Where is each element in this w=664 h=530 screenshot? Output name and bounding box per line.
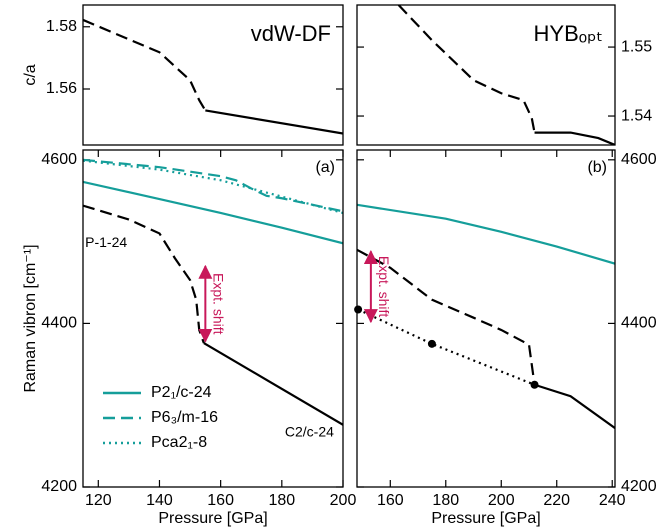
legend-label: Pca2₁-8 [151, 434, 207, 451]
legend-label: P2₁/c-24 [151, 384, 212, 401]
x-axis-label: Pressure [GPa] [158, 510, 267, 527]
series-line [397, 5, 536, 133]
shift-label: Expt. shift [211, 273, 227, 335]
legend-label: P6₃/m-16 [151, 409, 218, 426]
y-tick-label: 4400 [621, 315, 657, 332]
panel-title: (b) [587, 159, 607, 176]
series-line [83, 18, 207, 112]
y-tick-label: 4600 [41, 151, 77, 168]
y-tick-label: 4600 [621, 151, 657, 168]
panel: 1.54 1.55 HYBₒₚₜ [356, 4, 652, 146]
y-tick-label: 1.55 [621, 38, 652, 55]
y-axis-label: c/a [22, 64, 39, 85]
series-line [83, 180, 343, 245]
y-tick-label: 4400 [41, 315, 77, 332]
x-axis-label: Pressure [GPa] [431, 510, 540, 527]
series-line [83, 159, 343, 215]
data-point [530, 380, 539, 389]
y-tick-label: 4200 [41, 478, 77, 495]
x-tick-label: 120 [85, 492, 112, 509]
plot-frame [82, 149, 344, 488]
series-line [83, 204, 205, 344]
x-tick-label: 200 [330, 492, 357, 509]
series-line [205, 109, 343, 135]
series-line [534, 131, 615, 145]
panel: 4200 4400 4600 120 140 160 180 200 Pressure [GPa… [22, 149, 357, 527]
panel: 1.56 1.58 c/a vdW-DF [22, 4, 344, 146]
series-line [357, 308, 535, 386]
y-tick-label: 1.58 [46, 18, 77, 35]
plot-frame [356, 4, 616, 146]
plot-frame [82, 4, 344, 146]
series-line [203, 342, 343, 426]
y-tick-label: 1.54 [621, 107, 652, 124]
data-point [427, 339, 436, 348]
y-tick-label: 4200 [621, 478, 657, 495]
x-tick-label: 200 [488, 492, 515, 509]
x-tick-label: 240 [599, 492, 626, 509]
series-line [534, 383, 615, 430]
shift-label: Expt. shift [376, 256, 392, 318]
y-tick-label: 1.56 [46, 80, 77, 97]
x-tick-label: 220 [543, 492, 570, 509]
panel: 4200 4400 4600 160 180 200 220 240 Pressure [GPa… [354, 149, 657, 527]
x-tick-label: 180 [268, 492, 295, 509]
y-axis-label: Raman vibron [cm⁻¹] [22, 244, 39, 392]
x-tick-label: 180 [432, 492, 459, 509]
series-line [357, 203, 615, 265]
plot-frame [356, 149, 616, 488]
series-line [357, 248, 536, 385]
panel-title: (a) [315, 159, 335, 176]
x-tick-label: 160 [377, 492, 404, 509]
annotation: P-1-24 [85, 234, 127, 250]
x-tick-label: 160 [207, 492, 234, 509]
panel-title: HYBₒₚₜ [534, 21, 603, 46]
x-tick-label: 140 [146, 492, 173, 509]
annotation: C2/c-24 [285, 424, 334, 440]
series-line [83, 158, 343, 213]
data-point [354, 305, 363, 314]
panel-title: vdW-DF [251, 21, 331, 46]
